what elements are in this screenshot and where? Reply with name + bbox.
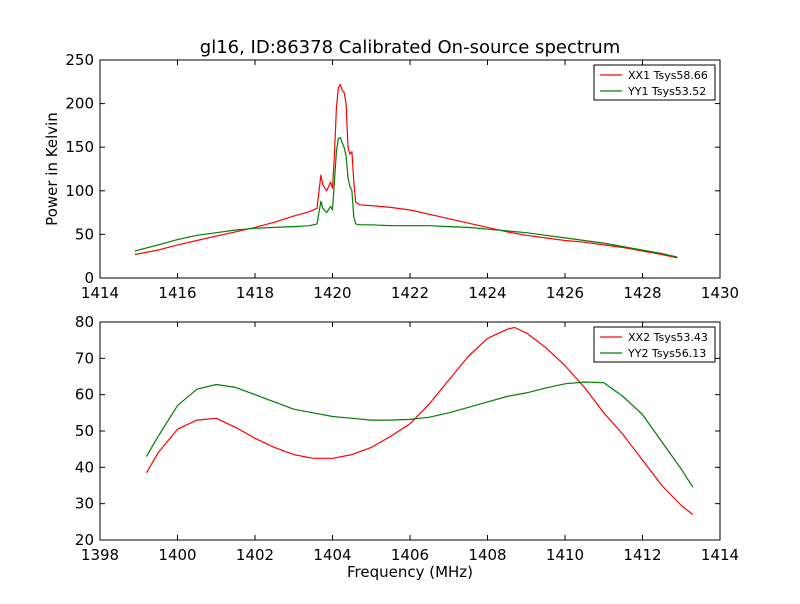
- series-line-1-2: [134, 137, 678, 258]
- legend-box: [593, 326, 716, 363]
- y-tick-label: 40: [75, 458, 94, 476]
- x-tick-label: 1406: [391, 546, 429, 564]
- plot-top: 1414 1416 1418 1420 1422 1424 1426 1428 1430 0 50 1…: [43, 51, 739, 302]
- x-tick-label: 1414: [81, 284, 119, 302]
- y-axis-label: Power in Kelvin: [43, 112, 61, 226]
- legend-box: [593, 64, 716, 101]
- x-tick-label: 1430: [701, 284, 739, 302]
- y-tick-label: 0: [84, 269, 94, 287]
- y-tick-label: 200: [65, 95, 94, 113]
- legend-label: YY1 Tsys53.52: [627, 85, 706, 98]
- series-line-1-1: [134, 83, 678, 259]
- x-tick-label: 1424: [468, 284, 506, 302]
- y-tick-label: 50: [75, 422, 94, 440]
- x-tick-label: 1428: [623, 284, 661, 302]
- y-tick-label: 150: [65, 138, 94, 156]
- y-tick-label: 100: [65, 182, 94, 200]
- x-tick-label: 1414: [701, 546, 739, 564]
- x-tick-label: 1410: [546, 546, 584, 564]
- x-tick-label: 1412: [623, 546, 661, 564]
- legend: XX2 Tsys53.43 YY2 Tsys56.13: [593, 326, 716, 363]
- x-tick-label: 1420: [313, 284, 351, 302]
- x-tick-label: 1426: [546, 284, 584, 302]
- y-tick-label: 70: [75, 349, 94, 367]
- y-tick-label: 80: [75, 313, 94, 331]
- legend-label: XX2 Tsys53.43: [628, 331, 708, 344]
- x-tick-label: 1418: [236, 284, 274, 302]
- x-tick-label: 1398: [81, 546, 119, 564]
- plot-bottom: 1398 1400 1402 1404 1406 1408 1410 1412 1414 20 30…: [75, 313, 739, 564]
- x-tick-label: 1416: [158, 284, 196, 302]
- legend-label: YY2 Tsys56.13: [627, 347, 706, 360]
- legend: XX1 Tsys58.66 YY1 Tsys53.52: [593, 64, 716, 101]
- series-line-2-2: [145, 381, 694, 488]
- y-tick-label: 50: [75, 225, 94, 243]
- x-tick-label: 1422: [391, 284, 429, 302]
- x-tick-label: 1400: [158, 546, 196, 564]
- y-tick-label: 30: [75, 495, 94, 513]
- x-tick-label: 1408: [468, 546, 506, 564]
- y-tick-label: 60: [75, 386, 94, 404]
- y-tick-label: 250: [65, 51, 94, 69]
- x-axis-label: Frequency (MHz): [347, 563, 473, 581]
- x-tick-label: 1404: [313, 546, 351, 564]
- y-tick-label: 20: [75, 531, 94, 549]
- figure-title: gl16, ID:86378 Calibrated On-source spec…: [200, 37, 620, 58]
- series-line-2-1: [145, 326, 694, 516]
- legend-label: XX1 Tsys58.66: [628, 69, 708, 82]
- x-tick-label: 1402: [236, 546, 274, 564]
